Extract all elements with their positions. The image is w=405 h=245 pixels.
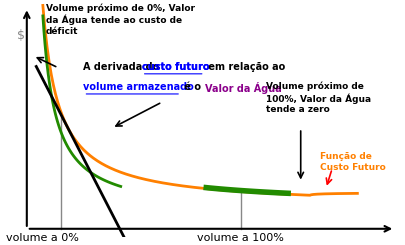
Text: Valor da Água: Valor da Água [204, 82, 281, 94]
Text: $: $ [17, 29, 24, 42]
Text: A derivada do: A derivada do [83, 62, 163, 72]
Text: em relação ao: em relação ao [204, 62, 284, 72]
Text: volume armazenado: volume armazenado [83, 82, 194, 92]
Text: Volume próximo de 0%, Valor
da Água tende ao custo de
déficit: Volume próximo de 0%, Valor da Água tend… [46, 3, 194, 36]
Text: custo futuro: custo futuro [141, 62, 209, 72]
Text: custo futuro: custo futuro [141, 62, 209, 72]
Text: é o: é o [181, 82, 204, 92]
Text: volume a 0%: volume a 0% [6, 233, 79, 243]
Text: Função de
Custo Futuro: Função de Custo Futuro [319, 152, 384, 172]
Text: volume a 100%: volume a 100% [197, 233, 284, 243]
Text: Volume próximo de
100%, Valor da Água
tende a zero: Volume próximo de 100%, Valor da Água te… [265, 82, 370, 114]
